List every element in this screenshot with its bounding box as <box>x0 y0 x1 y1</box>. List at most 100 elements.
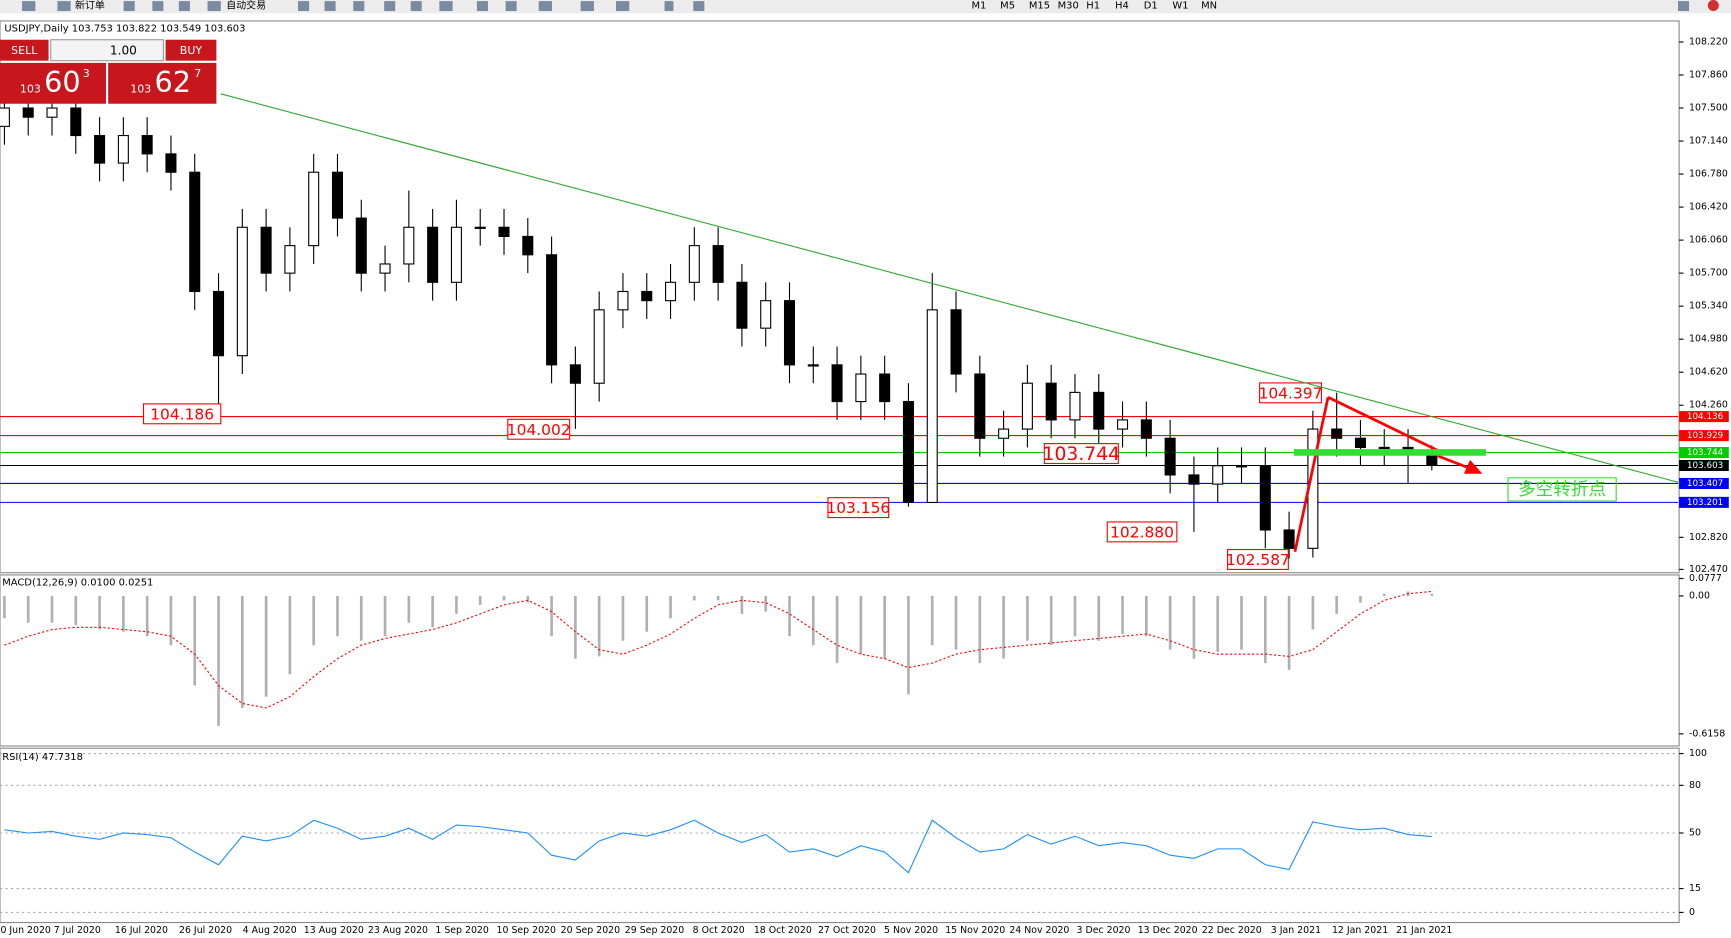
macd-bar <box>431 595 434 628</box>
candle-body <box>1093 391 1105 430</box>
x-tick-label: 3 Jan 2021 <box>1271 925 1321 936</box>
macd-bar <box>597 595 601 657</box>
y-tick-label: 105.700 <box>1689 268 1728 279</box>
chart-title: USDJPY,Daily 103.753 103.822 103.549 103… <box>4 24 245 35</box>
candle-body <box>284 245 296 274</box>
annotation: 103.744 <box>1043 444 1121 465</box>
candle-body <box>1117 419 1129 430</box>
rsi-frame <box>0 747 1680 924</box>
candle-body <box>641 290 653 302</box>
sell-pips[interactable]: 60 <box>44 65 81 99</box>
sell-frac[interactable]: 3 <box>83 67 90 80</box>
macd-bar <box>478 595 482 605</box>
candle-body <box>1164 437 1176 476</box>
macd-bar <box>98 595 101 630</box>
timeframe-button[interactable]: H1 <box>1086 1 1100 12</box>
y-tick-label: 100 <box>1689 748 1707 759</box>
y-tick-label: 107.140 <box>1689 136 1728 147</box>
toolbar-button[interactable]: 自动交易 <box>226 0 266 12</box>
x-tick-label: 1 Sep 2020 <box>435 925 488 936</box>
macd-bar <box>740 595 744 614</box>
y-tick-label: 104.620 <box>1689 367 1728 378</box>
candle-body <box>974 373 986 439</box>
candle-body <box>141 134 153 155</box>
y-tick-label: -0.6158 <box>1689 728 1725 739</box>
candle-body <box>902 401 914 504</box>
sell-big[interactable]: 103 <box>20 82 41 95</box>
sell-button[interactable] <box>0 39 49 61</box>
candle-body <box>950 309 962 375</box>
macd-bar <box>764 595 768 612</box>
macd-bar <box>74 595 78 626</box>
timeframe-button[interactable]: D1 <box>1144 1 1158 12</box>
x-tick-label: 13 Dec 2020 <box>1138 925 1198 936</box>
y-tick-label: 107.860 <box>1689 70 1728 81</box>
sell-price-box[interactable] <box>0 62 106 104</box>
rsi-line <box>4 819 1432 874</box>
macd-bar <box>1311 595 1315 630</box>
candle-body <box>331 171 343 219</box>
y-tick-label: 50 <box>1689 827 1701 838</box>
annotation-box <box>1259 382 1322 404</box>
timeframe-button[interactable]: H4 <box>1115 1 1129 12</box>
macd-bar <box>859 595 863 655</box>
y-tick-label: 104.260 <box>1689 400 1728 411</box>
y-tick-label: 80 <box>1689 780 1701 791</box>
candle-body <box>260 226 272 274</box>
macd-bar <box>1073 595 1077 637</box>
buy-pips[interactable]: 62 <box>155 65 192 99</box>
macd-bar <box>217 595 220 726</box>
candle-body <box>450 226 462 283</box>
macd-bar <box>621 595 625 641</box>
timeframe-button[interactable]: W1 <box>1172 1 1188 12</box>
lots-input[interactable] <box>50 39 164 62</box>
buy-button[interactable] <box>165 39 217 61</box>
toolbar-button[interactable]: 新订单 <box>75 0 105 12</box>
level-tag <box>1679 496 1729 508</box>
buy-frac[interactable]: 7 <box>194 67 201 80</box>
trend-line <box>220 93 1679 483</box>
macd-bar <box>835 595 839 664</box>
candle-body <box>546 254 558 366</box>
x-tick-label: 21 Jan 2021 <box>1396 925 1452 936</box>
y-tick-label: 107.500 <box>1689 103 1728 114</box>
macd-bar <box>1359 595 1362 603</box>
macd-bar <box>1216 595 1220 652</box>
macd-bar <box>930 595 934 646</box>
candle-body <box>1140 419 1152 439</box>
timeframe-button[interactable]: M30 <box>1058 1 1079 12</box>
x-tick-label: 23 Aug 2020 <box>368 925 428 936</box>
candle-body <box>1021 382 1033 430</box>
timeframe-button[interactable]: M5 <box>1000 1 1015 12</box>
macd-bar <box>240 595 244 708</box>
y-tick-label: 102.470 <box>1689 564 1728 575</box>
header-close: 103.603 <box>204 24 245 35</box>
macd-bar <box>574 595 577 659</box>
macd-bar <box>1026 595 1029 641</box>
level-tag <box>1679 477 1729 489</box>
candle-body <box>593 309 605 384</box>
candle-body <box>1045 382 1057 421</box>
macd-bar <box>264 595 268 697</box>
candle-body <box>760 300 772 329</box>
note-box <box>1507 477 1617 502</box>
buy-label[interactable]: BUY <box>180 44 203 57</box>
x-tick-label: 12 Jan 2021 <box>1332 925 1388 936</box>
buy-price-box[interactable] <box>108 62 217 104</box>
timeframe-button[interactable]: M1 <box>971 1 986 12</box>
candle-body <box>117 134 129 164</box>
macd-bar <box>811 595 815 646</box>
y-tick-label: 0.0777 <box>1689 573 1722 584</box>
lots[interactable]: 1.00 <box>110 43 137 57</box>
timeframe-button[interactable]: M15 <box>1029 1 1050 12</box>
timeframe-button[interactable]: MN <box>1201 1 1217 12</box>
macd-bar <box>1430 593 1434 596</box>
candle-body <box>688 245 700 283</box>
sell-label[interactable]: SELL <box>11 44 38 57</box>
candle-body <box>355 217 367 274</box>
x-tick-label: 20 Sep 2020 <box>561 925 620 936</box>
buy-big[interactable]: 103 <box>130 82 151 95</box>
candle-body <box>1378 446 1390 450</box>
toolbar-icons <box>22 0 1719 12</box>
